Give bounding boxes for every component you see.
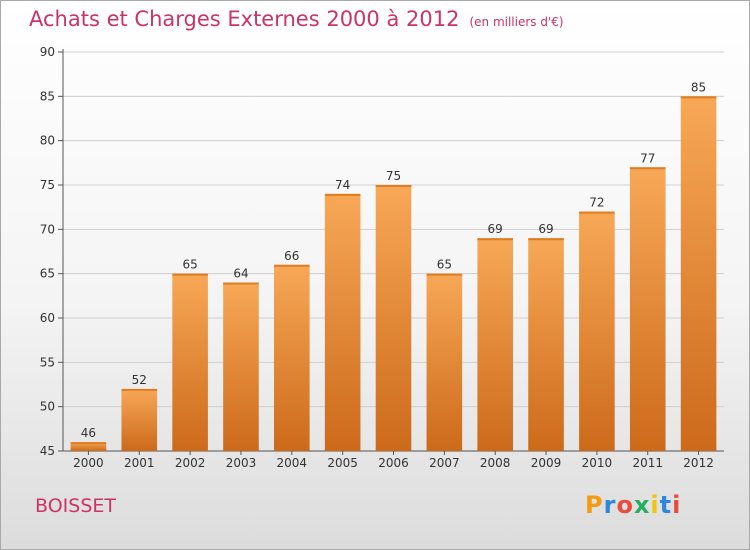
- bar-top-edge: [70, 442, 107, 445]
- bar-top-edge: [172, 273, 208, 276]
- x-tick-label: 2002: [175, 456, 206, 470]
- bar: [375, 185, 412, 451]
- bar: [680, 96, 717, 451]
- x-tick-label: 2009: [531, 456, 562, 470]
- y-tick-label: 90: [40, 45, 55, 59]
- bar: [172, 273, 208, 451]
- proxiti-logo: Proxiti: [585, 491, 681, 519]
- bar-value-label: 66: [284, 249, 299, 263]
- x-tick-label: 2006: [378, 456, 409, 470]
- bar: [223, 282, 259, 451]
- logo-letter: t: [659, 491, 673, 519]
- x-tick-label: 2000: [73, 456, 104, 470]
- bar-value-label: 65: [437, 258, 452, 272]
- bar-value-label: 85: [691, 80, 706, 94]
- place-name: BOISSET: [35, 495, 116, 517]
- logo-letter: P: [585, 491, 604, 519]
- logo-letter: x: [633, 491, 651, 519]
- y-tick-label: 50: [40, 400, 55, 414]
- bar-value-label: 77: [640, 151, 655, 165]
- x-tick-label: 2001: [124, 456, 155, 470]
- x-tick-label: 2008: [480, 456, 511, 470]
- bar: [579, 211, 615, 451]
- chart-subtitle: (en milliers d'€): [469, 15, 564, 29]
- y-tick-label: 65: [40, 267, 55, 281]
- x-tick-label: 2011: [632, 456, 663, 470]
- y-tick-label: 80: [40, 134, 55, 148]
- logo-letter: i: [672, 491, 682, 519]
- x-tick-label: 2007: [429, 456, 460, 470]
- x-tick-label: 2005: [327, 456, 358, 470]
- bar: [324, 193, 361, 451]
- x-tick-label: 2003: [226, 456, 257, 470]
- bar: [121, 388, 158, 451]
- y-tick-label: 70: [40, 222, 55, 236]
- y-tick-label: 85: [40, 89, 55, 103]
- bar-top-edge: [324, 193, 361, 196]
- y-tick-label: 45: [40, 444, 55, 458]
- bar-top-edge: [426, 273, 463, 276]
- logo-letter: r: [603, 491, 617, 519]
- logo-letter: i: [650, 491, 660, 519]
- bar-top-edge: [121, 388, 158, 391]
- bar: [426, 273, 463, 451]
- x-tick-label: 2004: [277, 456, 308, 470]
- y-tick-label: 60: [40, 311, 55, 325]
- bar-top-edge: [629, 167, 666, 170]
- bar-value-label: 72: [589, 196, 604, 210]
- bar-top-edge: [477, 238, 513, 241]
- y-tick-label: 55: [40, 355, 55, 369]
- bar-value-label: 69: [488, 222, 503, 236]
- logo-letter: o: [616, 491, 634, 519]
- bar-top-edge: [579, 211, 615, 214]
- bar: [528, 238, 564, 451]
- bar-top-edge: [223, 282, 259, 285]
- bar-top-edge: [375, 185, 412, 187]
- bar: [274, 264, 310, 451]
- bar-value-label: 69: [538, 222, 553, 236]
- bar-top-edge: [274, 264, 310, 267]
- bar-value-label: 75: [386, 169, 401, 183]
- bar-value-label: 65: [182, 258, 197, 272]
- bar: [629, 167, 666, 451]
- chart-title: Achats et Charges Externes 2000 à 2012 (e…: [29, 7, 564, 31]
- bar-top-edge: [528, 238, 564, 241]
- y-tick-label: 75: [40, 178, 55, 192]
- chart-title-text: Achats et Charges Externes 2000 à 2012: [29, 7, 460, 31]
- x-tick-label: 2012: [683, 456, 714, 470]
- bar-value-label: 52: [132, 373, 147, 387]
- bar-value-label: 64: [233, 267, 248, 281]
- x-tick-label: 2010: [582, 456, 613, 470]
- bar-value-label: 74: [335, 178, 350, 192]
- bar-value-label: 46: [81, 426, 96, 440]
- bar: [70, 442, 107, 451]
- bar-top-edge: [680, 96, 717, 99]
- bar: [477, 238, 513, 451]
